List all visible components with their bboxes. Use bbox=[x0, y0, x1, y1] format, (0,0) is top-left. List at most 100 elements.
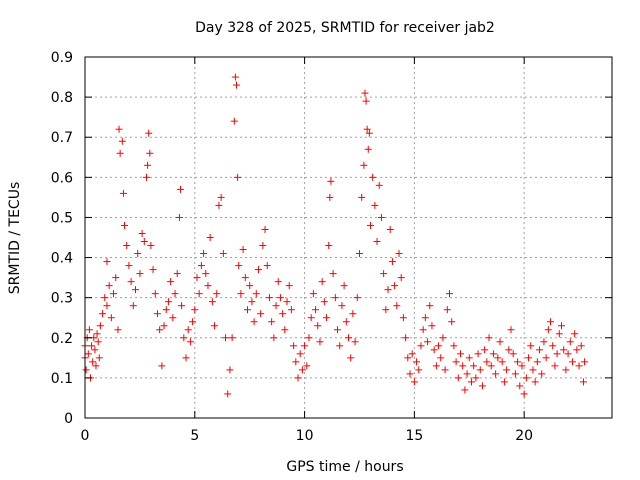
data-point bbox=[327, 177, 335, 185]
data-point bbox=[329, 270, 337, 278]
data-point bbox=[296, 350, 304, 358]
chart-title: Day 328 of 2025, SRMTID for receiver jab… bbox=[195, 20, 495, 36]
data-point bbox=[402, 334, 410, 342]
data-point bbox=[448, 318, 456, 326]
x-tick-label: 10 bbox=[296, 428, 314, 444]
data-point bbox=[575, 362, 583, 370]
data-point bbox=[560, 346, 568, 354]
data-point bbox=[360, 161, 368, 169]
data-point bbox=[246, 282, 254, 290]
data-point bbox=[397, 274, 405, 282]
data-point bbox=[514, 358, 522, 366]
data-point bbox=[432, 362, 440, 370]
data-point bbox=[371, 201, 379, 209]
data-point bbox=[103, 258, 111, 266]
data-point bbox=[533, 358, 541, 366]
data-point bbox=[309, 290, 317, 298]
data-point bbox=[353, 294, 361, 302]
data-point bbox=[426, 302, 434, 310]
data-point bbox=[283, 298, 291, 306]
data-point bbox=[331, 294, 339, 302]
data-point bbox=[202, 270, 210, 278]
data-point bbox=[500, 378, 508, 386]
data-point bbox=[413, 358, 421, 366]
data-point bbox=[483, 358, 491, 366]
data-point bbox=[235, 262, 243, 270]
data-point bbox=[189, 318, 197, 326]
data-point bbox=[323, 314, 331, 322]
data-point bbox=[410, 378, 418, 386]
data-point bbox=[366, 221, 374, 229]
data-point bbox=[452, 358, 460, 366]
data-point bbox=[173, 270, 181, 278]
data-point bbox=[542, 354, 550, 362]
y-tick-label: 0.6 bbox=[51, 170, 73, 186]
data-point bbox=[478, 382, 486, 390]
data-point bbox=[234, 173, 242, 181]
data-point bbox=[107, 314, 115, 322]
data-point bbox=[142, 173, 150, 181]
data-point bbox=[581, 358, 589, 366]
data-point bbox=[215, 201, 223, 209]
data-point bbox=[254, 266, 262, 274]
data-point bbox=[505, 346, 513, 354]
data-point bbox=[525, 354, 533, 362]
data-point bbox=[307, 314, 315, 322]
data-point bbox=[149, 266, 157, 274]
x-tick-label: 5 bbox=[190, 428, 199, 444]
data-point bbox=[305, 334, 313, 342]
data-point bbox=[89, 358, 97, 366]
data-point bbox=[472, 374, 480, 382]
data-point bbox=[439, 334, 447, 342]
data-point bbox=[481, 346, 489, 354]
data-point bbox=[320, 298, 328, 306]
data-point bbox=[294, 374, 302, 382]
x-tick-label: 0 bbox=[81, 428, 90, 444]
data-point bbox=[195, 290, 203, 298]
data-point bbox=[230, 117, 238, 125]
data-point bbox=[231, 73, 239, 81]
data-point bbox=[511, 370, 519, 378]
data-point bbox=[206, 234, 214, 241]
data-point bbox=[518, 362, 526, 370]
data-point bbox=[358, 193, 366, 201]
data-point bbox=[243, 306, 251, 314]
data-point bbox=[417, 342, 425, 350]
data-point bbox=[248, 298, 256, 306]
data-point bbox=[84, 350, 92, 358]
data-point bbox=[182, 354, 190, 362]
data-point bbox=[197, 262, 205, 270]
data-point bbox=[494, 354, 502, 362]
data-points bbox=[81, 73, 589, 398]
data-point bbox=[217, 193, 225, 201]
data-point bbox=[241, 274, 249, 282]
data-point bbox=[492, 370, 500, 378]
data-point bbox=[557, 322, 565, 330]
data-point bbox=[437, 354, 445, 362]
data-point bbox=[470, 362, 478, 370]
data-point bbox=[312, 306, 320, 314]
data-point bbox=[99, 310, 107, 318]
y-tick-label: 0 bbox=[64, 411, 73, 427]
data-point bbox=[226, 366, 234, 374]
data-point bbox=[257, 310, 265, 318]
y-axis-label: SRMTID / TECUs bbox=[7, 182, 23, 295]
data-point bbox=[361, 89, 369, 97]
data-point bbox=[459, 362, 467, 370]
data-point bbox=[145, 129, 153, 137]
data-point bbox=[164, 298, 172, 306]
data-point bbox=[419, 326, 427, 334]
data-point bbox=[485, 334, 493, 342]
data-point bbox=[456, 350, 464, 358]
data-point bbox=[219, 250, 227, 258]
data-point bbox=[382, 306, 390, 314]
data-point bbox=[441, 366, 449, 374]
data-point bbox=[566, 338, 574, 346]
data-point bbox=[375, 181, 383, 189]
y-tick-label: 0.5 bbox=[51, 210, 73, 226]
data-point bbox=[564, 350, 572, 358]
data-point bbox=[252, 290, 260, 298]
data-point bbox=[406, 370, 414, 378]
data-point bbox=[265, 294, 273, 302]
data-point bbox=[516, 382, 524, 390]
